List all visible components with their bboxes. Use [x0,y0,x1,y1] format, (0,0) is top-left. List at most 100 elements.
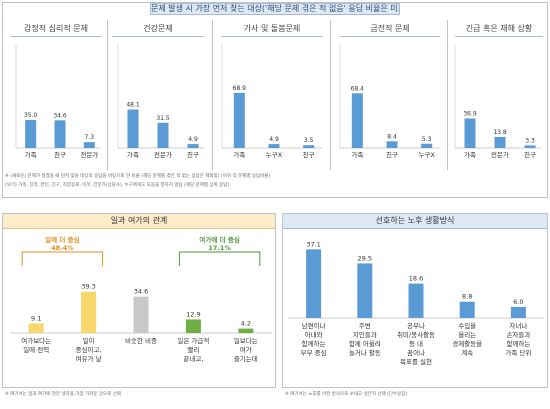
category-label: 일보다는 [234,336,258,345]
data-label: 6.0 [513,298,523,306]
category-label: 가족 [233,150,245,159]
category-label: 여유가 날 [76,354,102,363]
category-label: 누구X [418,151,435,159]
category-label: 전문가 [80,150,98,159]
data-label: 4.9 [188,136,198,143]
bar [133,296,149,333]
category-label: 계속 [461,348,473,357]
data-label: 68.4 [351,85,365,92]
data-label: 8.4 [387,133,397,140]
bar [268,144,280,148]
bar [494,136,506,148]
bar [306,249,322,318]
bottom-right-note: ※ 여기서는 노후를 어떤 방식으로 보내고 싶은지 선택 (단수응답) [285,392,408,397]
category-label: 즐기는데 [234,354,258,363]
bar [157,122,169,148]
category-label: 자녀나 [509,321,527,330]
work-leisure-section [2,213,276,388]
data-label: 39.3 [81,283,95,291]
category-label: 취미/봉사활동 [397,330,435,339]
data-label: 3.3 [525,137,535,144]
data-label: 13.8 [493,129,507,136]
category-label: 가족 단위 [505,348,531,357]
category-label: 올리는 [458,330,476,339]
data-label: 7.3 [85,134,95,141]
category-label: 등 내 [409,339,423,348]
category-label: 여가보다는 [21,336,51,345]
panel-title-financial: 금전적 문제 [340,22,440,37]
bar [510,306,526,318]
category-label: 여가 [240,345,252,354]
retirement-section [282,213,548,388]
panel-divider [447,20,448,170]
data-label: 8.8 [462,293,472,301]
data-label: 35.0 [24,112,38,119]
category-label: 공부나 [407,321,425,330]
category-label: 친구 [386,150,398,159]
bar [464,118,476,148]
category-label: 수입을 [458,322,476,330]
bar [187,144,199,148]
category-label: 경제활동을 [452,339,482,348]
bottom-left-note: ※ 여기서는 일과 여가에 관한 생각을 가장 가까운 것으로 선택 [5,392,122,397]
annotation-work: 일에 더 중심 [45,235,79,244]
data-label: 34.6 [134,288,148,296]
category-label: 주변 [359,322,371,330]
category-label: 친구 [54,150,66,159]
category-label: 일에 전력 [23,345,49,354]
category-label: 부부 중심 [301,348,327,357]
annotation-leisure: 여가에 더 중심 [199,235,239,244]
data-label: 5.3 [422,136,432,143]
category-label: 함께하는 [302,339,326,348]
category-label: 가족 [464,150,476,159]
category-label: 함께 어울려 [349,339,381,348]
bar [524,145,536,148]
category-label: 일이 [83,336,95,345]
panel-divider [107,20,108,170]
bar [83,142,95,148]
data-label: 48.1 [126,102,140,109]
bar [233,92,245,148]
data-label: 9.1 [31,314,41,322]
retirement-title: 선호하는 노후 생활방식 [283,214,547,229]
bar [25,120,37,148]
data-label: 29.5 [358,254,372,262]
category-label: 비슷한 비중 [125,336,157,345]
category-label: 누구X [266,151,283,159]
bar [421,143,433,148]
category-label: 가족 [127,150,139,159]
top-note-1: ※ (새로운) 문제가 생겼을 때 먼저 찾을 대상의 응답을 바탕으로 한 비… [5,174,271,179]
bracket-leisure [178,251,261,266]
bar [303,145,315,148]
data-label: 4.9 [269,136,279,143]
panel-title-health: 건강문제 [112,22,204,37]
bar [238,328,254,333]
category-label: 친구 [303,150,315,159]
top-section-title: 문제 발생 시 가장 먼저 찾는 대상('해당 문제 겪은 적 없음' 응답 비… [150,3,400,15]
panel-title-housework: 가사 및 돌봄문제 [222,22,322,37]
bar [28,323,44,333]
annotation-leisure-value: 17.1% [208,244,231,252]
data-label: 3.5 [304,137,314,144]
category-label: 가족 [351,150,363,159]
data-label: 34.6 [53,112,67,119]
category-label: 친구 [524,150,536,159]
category-label: 함께하는 [506,339,530,348]
panel-divider [212,20,213,170]
bracket-work [21,251,104,266]
category-label: 전문가 [154,150,172,159]
category-label: 손자들과 [506,330,530,339]
category-label: 놀거나 활동 [349,348,381,357]
category-label: 끝내고, [183,354,203,363]
data-label: 36.9 [463,110,477,117]
data-label: 18.6 [409,275,423,283]
category-label: 꿈이나 [407,348,425,357]
bar [185,319,201,333]
bar [81,291,97,333]
data-label: 12.9 [186,310,200,318]
annotation-work-value: 48.4% [51,244,74,252]
category-label: 가족 [25,150,37,159]
bar [351,93,363,148]
data-label: 4.2 [241,320,251,328]
